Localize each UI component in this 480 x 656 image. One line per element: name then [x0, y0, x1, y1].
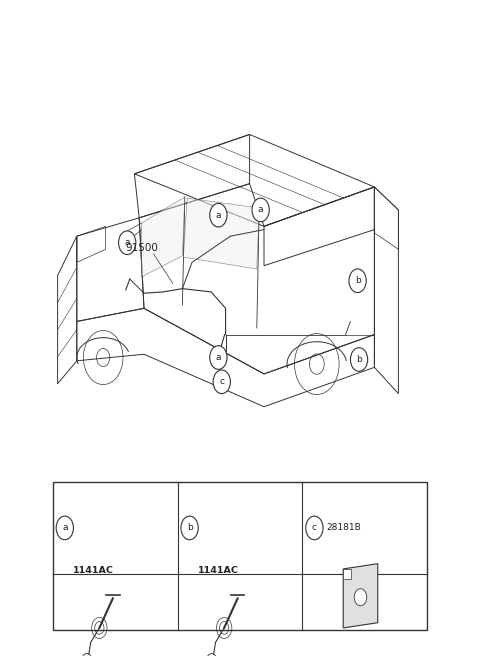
Circle shape: [213, 370, 230, 394]
Text: c: c: [312, 523, 317, 533]
Polygon shape: [142, 197, 185, 277]
Polygon shape: [343, 564, 378, 628]
Circle shape: [181, 516, 198, 540]
Circle shape: [306, 516, 323, 540]
Text: a: a: [216, 353, 221, 362]
Text: a: a: [216, 211, 221, 220]
FancyBboxPatch shape: [53, 482, 427, 630]
Text: 28181B: 28181B: [326, 523, 361, 533]
Text: b: b: [356, 355, 362, 364]
Text: c: c: [219, 377, 224, 386]
Text: b: b: [187, 523, 192, 533]
Circle shape: [349, 269, 366, 293]
Text: a: a: [62, 523, 68, 533]
Circle shape: [210, 346, 227, 369]
Circle shape: [119, 231, 136, 255]
Text: 1141AC: 1141AC: [198, 565, 239, 575]
Text: a: a: [258, 205, 264, 215]
Text: a: a: [124, 238, 130, 247]
Polygon shape: [343, 569, 351, 579]
Polygon shape: [183, 198, 259, 269]
Text: b: b: [355, 276, 360, 285]
Circle shape: [350, 348, 368, 371]
Text: 1141AC: 1141AC: [73, 565, 114, 575]
Circle shape: [210, 203, 227, 227]
Text: 91500: 91500: [125, 243, 158, 253]
Circle shape: [252, 198, 269, 222]
Circle shape: [354, 588, 367, 605]
Circle shape: [56, 516, 73, 540]
